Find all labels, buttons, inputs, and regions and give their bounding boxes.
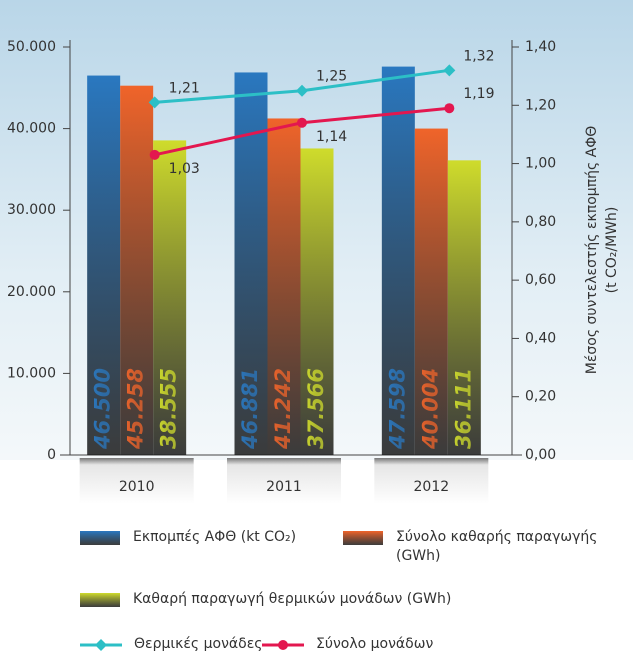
marker — [444, 103, 455, 114]
bar — [87, 75, 121, 455]
bar-value-label: 38.555 — [157, 368, 181, 449]
line-value-label: 1,14 — [316, 129, 347, 145]
category-box — [227, 458, 341, 504]
legend-label: Σύνολο καθαρής παραγωγής (GWh) — [396, 529, 598, 564]
marker — [149, 149, 160, 160]
y-tick-label: 30.000 — [7, 202, 56, 218]
category-box — [79, 458, 194, 504]
legend-label: Καθαρή παραγωγή θερμικών μονάδων (GWh) — [133, 591, 452, 607]
bar-value-label: 37.566 — [304, 368, 328, 449]
bar-value-label: 41.242 — [271, 368, 295, 450]
y2-axis-title-line: (t CO₂/MWh) — [604, 207, 620, 294]
line-value-label: 1,21 — [169, 80, 200, 96]
category-box — [374, 458, 489, 504]
line-value-label: 1,32 — [463, 48, 494, 64]
bar-value-label: 46.881 — [238, 368, 262, 450]
bar — [120, 85, 154, 456]
y-tick-label: 10.000 — [7, 365, 56, 381]
marker — [148, 96, 161, 109]
legend-swatch — [80, 531, 120, 545]
bar — [267, 118, 301, 456]
y2-tick-label: 0,40 — [525, 330, 556, 346]
y-tick-label: 40.000 — [7, 121, 56, 137]
y2-tick-label: 1,00 — [525, 156, 556, 172]
bar — [300, 148, 334, 456]
bar — [447, 160, 481, 456]
y-tick-label: 50.000 — [7, 39, 56, 55]
legend-marker — [95, 639, 107, 651]
bar-value-label: 40.004 — [418, 368, 442, 450]
x-tick-label: 2012 — [414, 479, 450, 495]
y-tick-label: 0 — [47, 447, 56, 463]
y2-axis-title-line: Μέσος συντελεστής εκπομπής ΑΦΘ — [584, 126, 600, 375]
bar-value-label: 47.598 — [385, 368, 409, 450]
bar — [381, 66, 415, 456]
bar-value-label: 36.111 — [451, 368, 475, 449]
line-value-label: 1,03 — [169, 161, 200, 177]
y2-tick-label: 0,20 — [525, 389, 556, 405]
legend-label: Θερμικές μονάδες — [134, 636, 263, 652]
y2-tick-label: 1,40 — [525, 39, 556, 55]
y2-axis-title: Μέσος συντελεστής εκπομπής ΑΦΘ (t CO₂/MWh… — [584, 126, 620, 375]
marker — [297, 117, 307, 128]
x-tick-label: 2011 — [266, 479, 302, 495]
bar-value-label: 46.500 — [91, 368, 115, 450]
y2-tick-label: 1,20 — [525, 97, 556, 113]
y2-tick-label: 0,00 — [525, 447, 556, 463]
legend-marker — [278, 640, 288, 650]
y2-tick-label: 0,80 — [525, 214, 556, 230]
legend-swatch — [343, 531, 383, 545]
legend-swatch — [80, 593, 120, 607]
legend-label: Σύνολο μονάδων — [316, 636, 434, 652]
line-value-label: 1,19 — [463, 86, 494, 102]
line-value-label: 1,25 — [316, 69, 347, 85]
y2-tick-label: 0,60 — [525, 272, 556, 288]
marker — [296, 84, 308, 97]
x-tick-label: 2010 — [119, 479, 155, 495]
bar — [153, 140, 187, 455]
bar-value-label: 45.258 — [124, 368, 148, 450]
legend-label: Εκπομπές ΑΦΘ (kt CO₂) — [133, 529, 297, 545]
y-tick-label: 20.000 — [7, 284, 56, 300]
marker — [443, 64, 456, 77]
bar — [414, 128, 448, 455]
